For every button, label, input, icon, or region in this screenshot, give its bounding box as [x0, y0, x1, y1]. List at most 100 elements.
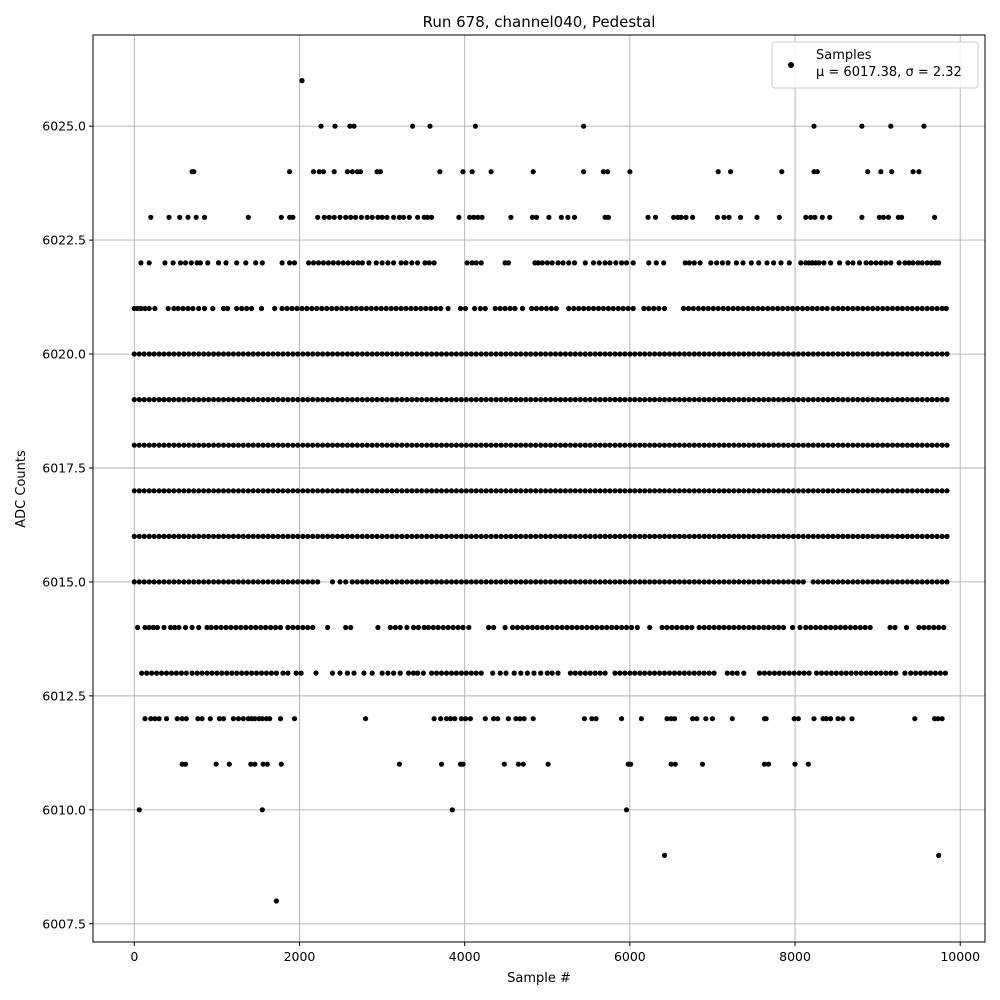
data-point [781, 670, 787, 676]
data-point [840, 442, 846, 448]
data-point [483, 351, 489, 357]
data-point [932, 214, 938, 220]
data-point [924, 351, 930, 357]
data-point [394, 579, 400, 585]
data-point [136, 579, 142, 585]
data-point [230, 579, 236, 585]
data-point [168, 670, 175, 676]
data-point [204, 624, 210, 631]
data-point [300, 579, 306, 585]
data-point [775, 305, 781, 312]
data-point [653, 260, 659, 266]
data-point [488, 488, 494, 494]
data-point [300, 533, 306, 540]
data-point [201, 305, 208, 312]
data-point [716, 488, 722, 494]
data-point [848, 670, 854, 676]
data-point [847, 624, 854, 631]
data-point [685, 305, 692, 312]
data-point [265, 351, 271, 357]
data-point [443, 579, 450, 585]
data-point [438, 488, 445, 494]
x-tick-label: 10000 [940, 949, 980, 964]
data-point [850, 442, 856, 448]
data-point [419, 351, 425, 357]
data-point [557, 351, 564, 357]
data-point [904, 305, 911, 312]
data-point [731, 351, 737, 357]
data-point [270, 579, 276, 585]
data-point [766, 488, 772, 494]
data-point [761, 579, 767, 585]
data-point [295, 442, 301, 448]
data-point [287, 169, 293, 175]
data-point [810, 397, 816, 403]
data-point [562, 351, 569, 357]
data-point [728, 169, 734, 175]
data-point [398, 305, 404, 312]
data-point [597, 579, 603, 585]
data-point [564, 624, 570, 631]
data-point [910, 260, 916, 266]
data-point [348, 624, 354, 631]
data-point [821, 260, 827, 266]
data-point [587, 579, 593, 585]
data-point [176, 351, 182, 357]
data-point [239, 305, 245, 312]
data-point [780, 488, 787, 494]
data-point [168, 624, 174, 631]
data-point [468, 579, 474, 585]
data-point [173, 670, 179, 676]
data-point [943, 305, 949, 312]
data-point [681, 670, 688, 676]
data-point [876, 214, 882, 220]
data-point [215, 260, 222, 266]
data-point [552, 397, 559, 403]
data-point [368, 305, 374, 312]
data-point [245, 533, 251, 540]
data-point [205, 260, 211, 266]
data-point [409, 579, 415, 585]
data-point [734, 670, 740, 676]
data-point [637, 670, 643, 676]
data-point [290, 488, 296, 494]
data-point [716, 533, 722, 540]
data-point [290, 397, 296, 403]
data-point [528, 442, 534, 448]
data-point [284, 305, 290, 312]
data-point [830, 442, 836, 448]
data-point [518, 579, 524, 585]
data-point [533, 305, 540, 312]
data-point [429, 670, 435, 676]
data-point [199, 716, 205, 722]
data-point [926, 624, 932, 631]
data-point [936, 624, 942, 631]
data-point [577, 670, 583, 676]
data-point [865, 351, 871, 357]
data-point [230, 351, 236, 357]
data-point [860, 579, 866, 585]
data-point [498, 397, 504, 403]
data-point [349, 169, 355, 175]
data-point [438, 533, 445, 540]
data-point [552, 533, 559, 540]
data-point [387, 624, 393, 631]
data-point [676, 397, 683, 403]
data-point [490, 670, 496, 676]
data-point [792, 761, 798, 767]
data-point [298, 670, 304, 676]
data-point [248, 761, 254, 767]
data-point [623, 260, 630, 266]
data-point [819, 214, 825, 220]
data-point [453, 397, 459, 403]
data-point [214, 670, 220, 676]
data-point [780, 533, 787, 540]
data-point [483, 488, 489, 494]
data-point [189, 670, 195, 676]
data-point [607, 488, 613, 494]
data-point [166, 533, 172, 540]
data-point [215, 442, 222, 448]
data-point [304, 305, 310, 312]
data-point [319, 305, 325, 312]
data-point [736, 397, 742, 403]
